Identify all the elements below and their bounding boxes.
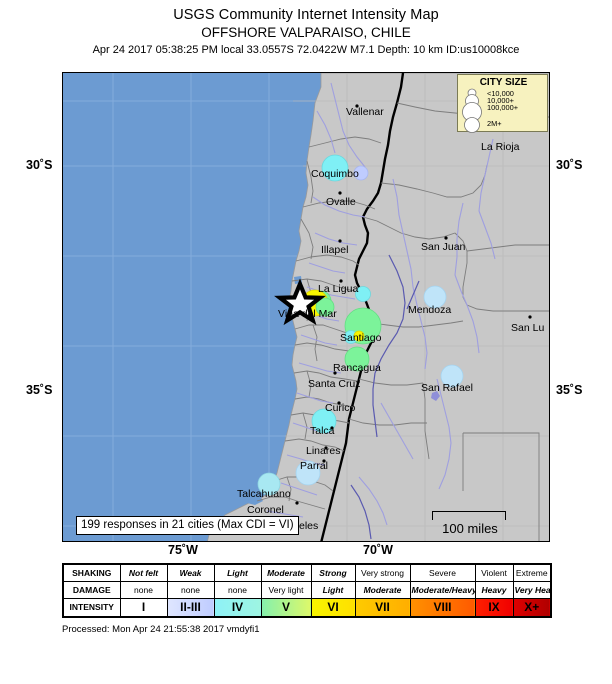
scale-bar-label: 100 miles <box>442 521 498 536</box>
city-size-label-2: 10,000+ <box>487 96 514 105</box>
response-circle-coquimbo-inland <box>353 165 369 181</box>
shaking-cell-7: Severe <box>409 563 476 582</box>
event-name: OFFSHORE VALPARAISO, CHILE <box>201 25 411 40</box>
intensity-cell-I: I <box>119 597 168 618</box>
shaking-cell-5: Strong <box>310 563 356 582</box>
lat-label-right-30s: 30˚S <box>556 158 583 172</box>
intensity-cell-V: V <box>260 597 312 618</box>
city-label-vina-del-mar: Viña del Mar <box>278 308 337 320</box>
city-labels: Vallenar Coquimbo Ovalle Illapel La Ligu… <box>237 106 544 532</box>
response-circle-talcahuano <box>257 472 281 496</box>
city-size-label-1: <10,000 <box>487 89 514 98</box>
lat-label-left-35s: 35˚S <box>26 383 53 397</box>
damage-cell-2: none <box>166 580 215 599</box>
city-label-parral: Parral <box>300 460 328 472</box>
table-row-damage: DAMAGE none none none Very light Light M… <box>62 580 552 599</box>
row-label-shaking: SHAKING <box>62 563 121 582</box>
city-label-ovalle: Ovalle <box>326 196 356 208</box>
intensity-cell-VII: VII <box>354 597 411 618</box>
map-canvas[interactable]: Vallenar Coquimbo Ovalle Illapel La Ligu… <box>62 72 550 542</box>
response-circle-san-rafael <box>440 364 464 388</box>
row-label-intensity: INTENSITY <box>62 597 121 618</box>
shaking-cell-9: Extreme <box>512 563 552 582</box>
city-label-santa-cruz: Santa Cruz <box>308 378 361 390</box>
page-title: USGS Community Internet Intensity Map <box>173 7 439 23</box>
damage-cell-9: Very Heavy <box>512 580 552 599</box>
rivers <box>266 82 496 526</box>
city-size-circles <box>462 88 482 133</box>
city-label-linares: Linares <box>306 445 340 457</box>
rivers-major <box>350 254 420 540</box>
city-label-san-luis: San Lu <box>511 322 544 334</box>
event-details: Apr 24 2017 05:38:25 PM local 33.0557S 7… <box>92 44 520 56</box>
lon-label-70w: 70˚W <box>363 543 393 557</box>
intensity-cell-II-III: II-III <box>166 597 215 618</box>
damage-cell-5: Light <box>310 580 356 599</box>
response-summary-box: 199 responses in 21 cities (Max CDI = VI… <box>76 516 299 535</box>
city-label-vallenar: Vallenar <box>346 106 384 118</box>
scale-bar <box>432 511 506 520</box>
landmass <box>207 73 549 541</box>
city-label-rancagua: Rancagua <box>333 362 381 374</box>
city-label-san-rafael: San Rafael <box>421 382 473 394</box>
shaking-cell-6: Very strong <box>354 563 411 582</box>
page-header: USGS Community Internet Intensity Map OF… <box>0 6 612 58</box>
intensity-cell-X: X+ <box>512 597 552 618</box>
city-label-illapel: Illapel <box>321 244 348 256</box>
shaking-cell-3: Light <box>213 563 262 582</box>
shaking-cell-8: Violent <box>474 563 514 582</box>
damage-cell-3: none <box>213 580 262 599</box>
city-dots <box>295 104 532 505</box>
response-circle-santiago-center <box>353 330 365 342</box>
city-label-talcahuano: Talcahuano <box>237 488 291 500</box>
city-label-la-rioja: La Rioja <box>481 141 520 153</box>
intensity-cell-IV: IV <box>213 597 262 618</box>
city-size-label-4: 2M+ <box>487 119 502 128</box>
city-label-talca: Talca <box>310 425 335 437</box>
shaking-cell-1: Not felt <box>119 563 168 582</box>
intensity-cell-VIII: VIII <box>409 597 476 618</box>
intensity-cell-VI: VI <box>310 597 356 618</box>
city-label-curico: Curico <box>325 402 356 414</box>
city-label-san-juan: San Juan <box>421 241 466 253</box>
city-size-label-3: 100,000+ <box>487 103 519 112</box>
city-label-mendoza: Mendoza <box>408 304 451 316</box>
lon-label-75w: 75˚W <box>168 543 198 557</box>
response-circle-talca <box>311 408 337 434</box>
response-circle-mendoza <box>423 285 447 309</box>
intensity-cell-IX: IX <box>474 597 514 618</box>
response-circle-parral <box>295 460 321 486</box>
city-label-coquimbo: Coquimbo <box>311 168 359 180</box>
damage-cell-7: Moderate/Heavy <box>409 580 476 599</box>
response-circle-coquimbo <box>321 154 349 182</box>
shaking-cell-4: Moderate <box>260 563 312 582</box>
city-size-legend: CITY SIZE <10,000 10,000+ 100,000+ 2M+ <box>457 74 548 133</box>
city-label-la-ligua: La Ligua <box>318 283 358 295</box>
damage-cell-6: Moderate <box>354 580 411 599</box>
intensity-scale-table: SHAKING Not felt Weak Light Moderate Str… <box>62 563 552 618</box>
table-row-shaking: SHAKING Not felt Weak Light Moderate Str… <box>62 563 552 582</box>
shaking-cell-2: Weak <box>166 563 215 582</box>
table-row-intensity: INTENSITY I II-III IV V VI VII VIII IX X… <box>62 597 552 618</box>
city-label-los-angeles: eles <box>299 520 318 532</box>
response-circle-la-ligua <box>355 286 371 302</box>
coast-inlet-talcahuano <box>247 495 263 505</box>
response-circle-valparaiso <box>315 297 335 317</box>
epicenter-star <box>274 278 326 326</box>
damage-cell-1: none <box>119 580 168 599</box>
response-circle-rancagua <box>344 346 370 372</box>
city-label-santiago: Santiago <box>340 332 382 344</box>
city-size-legend-title: CITY SIZE <box>479 77 528 88</box>
damage-cell-8: Heavy <box>474 580 514 599</box>
row-label-damage: DAMAGE <box>62 580 121 599</box>
processed-timestamp: Processed: Mon Apr 24 21:55:38 2017 vmdy… <box>62 624 260 635</box>
lat-label-right-35s: 35˚S <box>556 383 583 397</box>
lat-label-left-30s: 30˚S <box>26 158 53 172</box>
damage-cell-4: Very light <box>260 580 312 599</box>
lake-san-rafael <box>431 391 440 401</box>
map-graphic: Vallenar Coquimbo Ovalle Illapel La Ligu… <box>63 73 549 541</box>
city-label-coronel: Coronel <box>247 504 284 516</box>
